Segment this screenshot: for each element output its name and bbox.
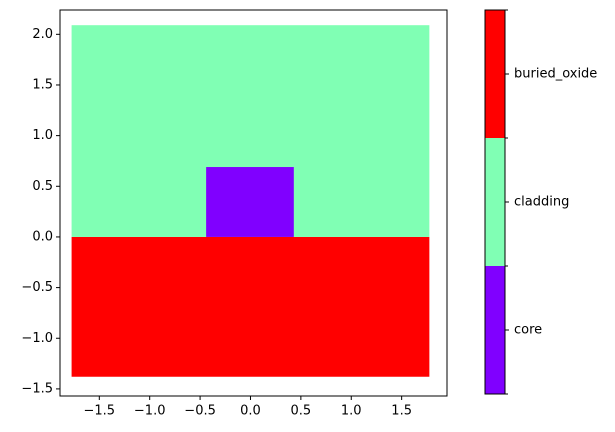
x-tick-label: 1.5 (391, 404, 412, 419)
y-tick-label: 0.0 (32, 229, 53, 244)
y-tick-label: −1.5 (21, 381, 53, 396)
x-tick-label: 1.0 (341, 404, 362, 419)
y-tick-label: 2.0 (32, 27, 53, 42)
y-tick-label: −1.0 (21, 331, 53, 346)
y-tick-label: 1.5 (32, 77, 53, 92)
colorbar-segment (485, 138, 505, 266)
colorbar-frame (484, 9, 506, 395)
axes-frame (59, 9, 448, 397)
x-tick-label: −0.5 (184, 404, 216, 419)
y-tick-label: 0.5 (32, 179, 53, 194)
colorbar-label: cladding (514, 195, 569, 210)
region (206, 167, 294, 237)
colorbar-segment (485, 10, 505, 138)
colorbar-label: buried_oxide (514, 67, 597, 82)
y-tick-label: −0.5 (21, 280, 53, 295)
x-tick-label: −1.0 (134, 404, 166, 419)
x-tick-label: 0.5 (291, 404, 312, 419)
x-tick-label: −1.5 (84, 404, 116, 419)
colorbar-label: core (514, 323, 542, 338)
colorbar-segment (485, 266, 505, 394)
x-tick-label: 0.0 (240, 404, 261, 419)
y-tick-label: 1.0 (32, 128, 53, 143)
region (71, 236, 430, 377)
